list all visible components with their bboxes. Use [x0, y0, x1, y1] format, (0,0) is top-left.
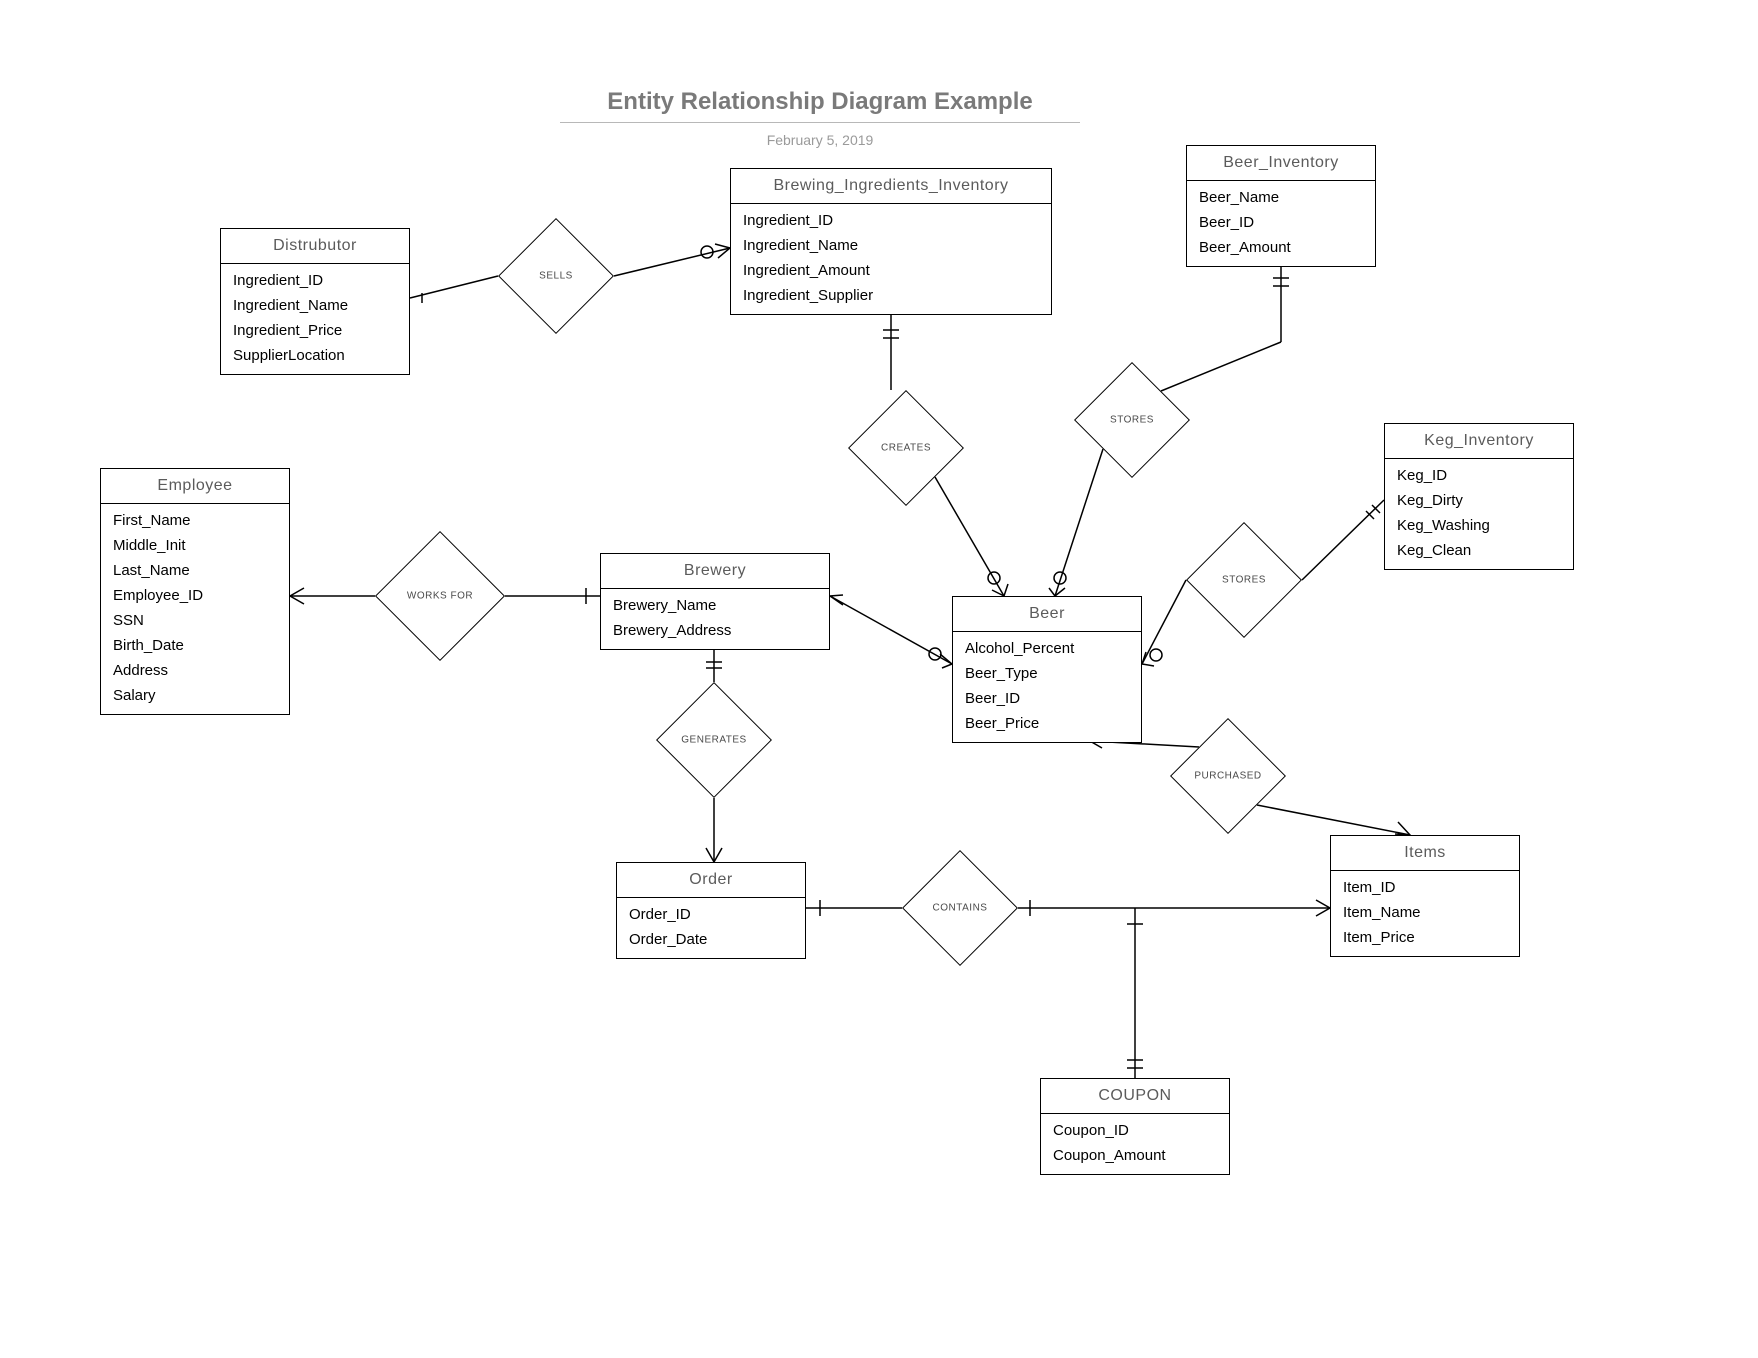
entity-attr: Middle_Init: [101, 533, 289, 558]
er-diagram-canvas: Entity Relationship Diagram Example Febr…: [0, 0, 1758, 1358]
entity-title: Brewing_Ingredients_Inventory: [731, 169, 1051, 204]
entity-employee: Employee First_NameMiddle_InitLast_NameE…: [100, 468, 290, 715]
entity-attr: Coupon_Amount: [1041, 1143, 1229, 1168]
entity-attr: Ingredient_ID: [731, 208, 1051, 233]
entity-attr: Keg_Clean: [1385, 538, 1573, 563]
relationship-stores-keg: STORES: [1203, 539, 1285, 621]
entity-attr: First_Name: [101, 508, 289, 533]
entity-beer-inventory: Beer_Inventory Beer_NameBeer_IDBeer_Amou…: [1186, 145, 1376, 267]
entity-attr: Ingredient_Name: [221, 293, 409, 318]
entity-attr: Beer_Name: [1187, 185, 1375, 210]
entity-attr: Ingredient_Supplier: [731, 283, 1051, 308]
entity-title: Items: [1331, 836, 1519, 871]
entity-attr: Order_Date: [617, 927, 805, 952]
entity-attr: Salary: [101, 683, 289, 708]
relationship-label: PURCHASED: [1194, 771, 1261, 782]
entity-attrs: Beer_NameBeer_IDBeer_Amount: [1187, 181, 1375, 266]
relationship-contains: CONTAINS: [919, 867, 1001, 949]
entity-attrs: Item_IDItem_NameItem_Price: [1331, 871, 1519, 956]
entity-attrs: Coupon_IDCoupon_Amount: [1041, 1114, 1229, 1174]
diagram-date: February 5, 2019: [560, 132, 1080, 148]
entity-attr: Ingredient_ID: [221, 268, 409, 293]
entity-keg-inventory: Keg_Inventory Keg_IDKeg_DirtyKeg_Washing…: [1384, 423, 1574, 570]
entity-title: Beer_Inventory: [1187, 146, 1375, 181]
entity-title: COUPON: [1041, 1079, 1229, 1114]
relationship-works-for: WORKS FOR: [394, 550, 486, 642]
entity-attr: Ingredient_Amount: [731, 258, 1051, 283]
entity-attrs: First_NameMiddle_InitLast_NameEmployee_I…: [101, 504, 289, 714]
entity-order: Order Order_IDOrder_Date: [616, 862, 806, 959]
entity-attr: Item_ID: [1331, 875, 1519, 900]
entity-attrs: Ingredient_IDIngredient_NameIngredient_A…: [731, 204, 1051, 314]
relationship-purchased: PURCHASED: [1187, 735, 1269, 817]
entity-attr: Keg_Washing: [1385, 513, 1573, 538]
relationship-stores-beer: STORES: [1091, 379, 1173, 461]
relationship-creates: CREATES: [865, 407, 947, 489]
entity-attrs: Alcohol_PercentBeer_TypeBeer_IDBeer_Pric…: [953, 632, 1141, 742]
entity-attrs: Ingredient_IDIngredient_NameIngredient_P…: [221, 264, 409, 374]
entity-brewing-ingredients: Brewing_Ingredients_Inventory Ingredient…: [730, 168, 1052, 315]
entity-attr: Ingredient_Price: [221, 318, 409, 343]
relationship-label: CREATES: [881, 443, 931, 454]
entity-attr: SupplierLocation: [221, 343, 409, 368]
entity-attrs: Order_IDOrder_Date: [617, 898, 805, 958]
entity-attr: Order_ID: [617, 902, 805, 927]
entity-attr: Birth_Date: [101, 633, 289, 658]
entity-attr: Employee_ID: [101, 583, 289, 608]
entity-coupon: COUPON Coupon_IDCoupon_Amount: [1040, 1078, 1230, 1175]
entity-attr: Beer_ID: [953, 686, 1141, 711]
entity-attr: Beer_Amount: [1187, 235, 1375, 260]
entity-attr: Beer_ID: [1187, 210, 1375, 235]
entity-title: Brewery: [601, 554, 829, 589]
entity-items: Items Item_IDItem_NameItem_Price: [1330, 835, 1520, 957]
relationship-generates: GENERATES: [673, 699, 755, 781]
relationship-label: WORKS FOR: [407, 591, 473, 602]
relationship-label: GENERATES: [681, 735, 746, 746]
entity-title: Order: [617, 863, 805, 898]
entity-attr: SSN: [101, 608, 289, 633]
entity-beer: Beer Alcohol_PercentBeer_TypeBeer_IDBeer…: [952, 596, 1142, 743]
entity-attr: Beer_Type: [953, 661, 1141, 686]
relationship-label: SELLS: [539, 271, 573, 282]
entity-attr: Keg_ID: [1385, 463, 1573, 488]
diagram-title: Entity Relationship Diagram Example: [560, 88, 1080, 123]
entity-distributor: Distrubutor Ingredient_IDIngredient_Name…: [220, 228, 410, 375]
entity-attr: Last_Name: [101, 558, 289, 583]
relationship-label: CONTAINS: [933, 903, 988, 914]
entity-attr: Ingredient_Name: [731, 233, 1051, 258]
entity-title: Beer: [953, 597, 1141, 632]
entity-attr: Brewery_Address: [601, 618, 829, 643]
relationship-label: STORES: [1222, 575, 1266, 586]
entity-attrs: Keg_IDKeg_DirtyKeg_WashingKeg_Clean: [1385, 459, 1573, 569]
entity-title: Keg_Inventory: [1385, 424, 1573, 459]
relationship-sells: SELLS: [515, 235, 597, 317]
entity-brewery: Brewery Brewery_NameBrewery_Address: [600, 553, 830, 650]
entity-attr: Beer_Price: [953, 711, 1141, 736]
entity-title: Employee: [101, 469, 289, 504]
entity-title: Distrubutor: [221, 229, 409, 264]
entity-attr: Coupon_ID: [1041, 1118, 1229, 1143]
entity-attr: Address: [101, 658, 289, 683]
entity-attr: Item_Price: [1331, 925, 1519, 950]
entity-attr: Alcohol_Percent: [953, 636, 1141, 661]
entity-attrs: Brewery_NameBrewery_Address: [601, 589, 829, 649]
entity-attr: Brewery_Name: [601, 593, 829, 618]
entity-attr: Item_Name: [1331, 900, 1519, 925]
entity-attr: Keg_Dirty: [1385, 488, 1573, 513]
relationship-label: STORES: [1110, 415, 1154, 426]
